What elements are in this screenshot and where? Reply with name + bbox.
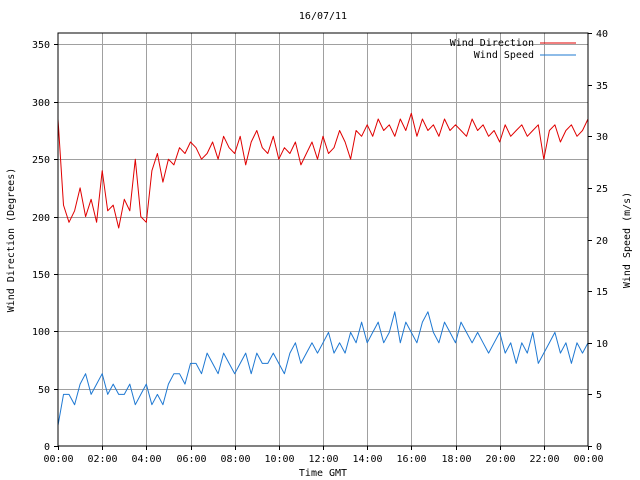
legend: Wind Direction Wind Speed bbox=[450, 38, 576, 61]
x-tick-label: 20:00 bbox=[485, 454, 515, 465]
y-right-tick-label: 15 bbox=[596, 287, 608, 298]
x-tick-label: 06:00 bbox=[176, 454, 206, 465]
y-right-tick-label: 35 bbox=[596, 81, 608, 92]
y-right-tick-label: 0 bbox=[596, 442, 602, 453]
y-left-tick-label: 100 bbox=[32, 327, 50, 338]
x-tick-label: 18:00 bbox=[441, 454, 471, 465]
x-tick-label: 10:00 bbox=[264, 454, 294, 465]
series-layer bbox=[57, 112, 589, 426]
y-right-tick-label: 10 bbox=[596, 339, 608, 350]
y-right-tick-label: 20 bbox=[596, 236, 608, 247]
x-tick-label: 12:00 bbox=[308, 454, 338, 465]
x-axis-label: Time GMT bbox=[299, 468, 347, 479]
y-left-axis-label: Wind Direction (Degrees) bbox=[6, 168, 17, 313]
y-left-tick-label: 200 bbox=[32, 213, 50, 224]
x-tick-label: 04:00 bbox=[131, 454, 161, 465]
chart-title: 16/07/11 bbox=[299, 11, 347, 22]
y-left-tick-label: 0 bbox=[44, 442, 50, 453]
x-tick-label: 08:00 bbox=[220, 454, 250, 465]
x-tick-label: 14:00 bbox=[352, 454, 382, 465]
y-left-tick-label: 50 bbox=[38, 385, 50, 396]
x-tick-label: 16:00 bbox=[396, 454, 426, 465]
legend-label-wind-direction: Wind Direction bbox=[450, 38, 534, 49]
y-right-tick-label: 30 bbox=[596, 132, 608, 143]
x-tick-label: 00:00 bbox=[573, 454, 603, 465]
grid bbox=[58, 33, 588, 446]
y-left-tick-label: 150 bbox=[32, 270, 50, 281]
y-right-tick-label: 25 bbox=[596, 184, 608, 195]
legend-label-wind-speed: Wind Speed bbox=[474, 50, 534, 61]
x-tick-label: 22:00 bbox=[529, 454, 559, 465]
y-right-tick-label: 40 bbox=[596, 29, 608, 40]
y-right-tick-label: 5 bbox=[596, 390, 602, 401]
series-line-wind-speed bbox=[57, 311, 589, 426]
y-left-tick-label: 350 bbox=[32, 40, 50, 51]
y-left-tick-label: 300 bbox=[32, 98, 50, 109]
y-left-tick-label: 250 bbox=[32, 155, 50, 166]
y-right-axis-label: Wind Speed (m/s) bbox=[622, 192, 633, 288]
axes: 00:00 02:00 04:00 06:00 08:00 10:00 12:00 14:00… bbox=[32, 29, 608, 465]
x-tick-label: 02:00 bbox=[87, 454, 117, 465]
series-line-wind-direction bbox=[57, 112, 589, 229]
x-tick-label: 00:00 bbox=[43, 454, 73, 465]
